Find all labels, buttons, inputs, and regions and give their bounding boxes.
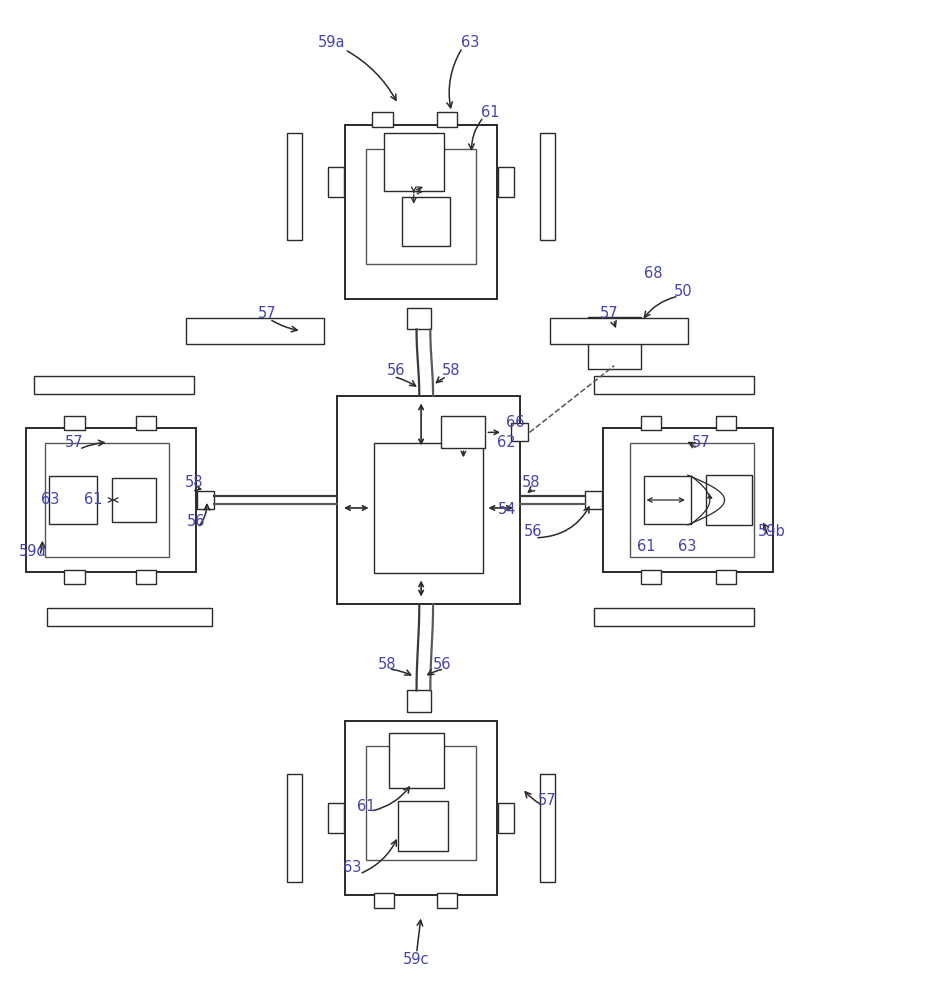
Text: 61: 61 [481, 105, 500, 120]
Text: 54: 54 [498, 502, 516, 517]
Bar [65, 416, 84, 430]
Text: 66: 66 [506, 415, 524, 430]
Text: 59c: 59c [403, 952, 430, 967]
Bar [407, 690, 431, 712]
Bar [384, 133, 444, 191]
Bar [644, 476, 692, 524]
Bar [512, 423, 528, 441]
Bar [327, 803, 344, 833]
Text: 58: 58 [377, 657, 396, 672]
Bar [540, 133, 555, 240]
Bar [33, 376, 194, 394]
Bar [706, 475, 752, 525]
Bar [641, 570, 661, 584]
Bar [197, 491, 214, 509]
Bar [716, 570, 736, 584]
Bar [641, 416, 661, 430]
Bar [594, 608, 755, 626]
Bar [186, 318, 324, 344]
Bar [375, 443, 483, 573]
Text: 61: 61 [357, 799, 376, 814]
Text: 58: 58 [523, 475, 541, 490]
Bar [441, 416, 486, 448]
Text: 68: 68 [645, 266, 663, 281]
Text: 61: 61 [637, 539, 656, 554]
Bar [594, 376, 755, 394]
Text: 59d: 59d [18, 544, 46, 559]
Text: 56: 56 [524, 524, 543, 539]
Text: 58: 58 [442, 363, 461, 378]
Bar [366, 149, 476, 264]
Text: 57: 57 [258, 306, 277, 321]
Bar [47, 608, 213, 626]
Bar [337, 396, 521, 604]
Bar [345, 125, 497, 299]
Text: 57: 57 [692, 435, 711, 450]
Bar [388, 733, 444, 788]
Text: 63: 63 [678, 539, 696, 554]
Bar [65, 570, 84, 584]
Bar [586, 491, 602, 509]
Bar [587, 317, 641, 369]
Text: 57: 57 [537, 793, 557, 808]
Bar [373, 112, 392, 127]
Bar [549, 318, 688, 344]
Text: 56: 56 [387, 363, 405, 378]
Bar [327, 167, 344, 197]
Bar [398, 801, 449, 851]
Bar [345, 721, 497, 895]
Bar [112, 478, 156, 522]
Bar [540, 774, 555, 882]
Text: 57: 57 [65, 435, 84, 450]
Bar [49, 476, 96, 524]
Bar [44, 443, 168, 557]
Text: 58: 58 [185, 475, 204, 490]
Bar [630, 443, 755, 557]
Text: 59a: 59a [318, 35, 346, 50]
Bar [437, 893, 457, 908]
Bar [136, 416, 156, 430]
Bar [136, 570, 156, 584]
Bar [437, 112, 457, 127]
Text: 59b: 59b [758, 524, 785, 539]
Text: 63: 63 [461, 35, 479, 50]
Text: 57: 57 [600, 306, 619, 321]
Text: 50: 50 [673, 284, 693, 299]
Bar [401, 197, 450, 246]
Bar [498, 167, 514, 197]
Text: 61: 61 [83, 492, 102, 507]
Text: 63: 63 [343, 860, 362, 875]
Bar [26, 428, 196, 572]
Bar [375, 893, 394, 908]
Bar [288, 774, 302, 882]
Bar [716, 416, 736, 430]
Text: 56: 56 [187, 514, 205, 529]
Bar [288, 133, 302, 240]
Bar [407, 308, 431, 329]
Text: 63: 63 [42, 492, 60, 507]
Bar [366, 746, 476, 860]
Text: 56: 56 [433, 657, 451, 672]
Text: 62: 62 [498, 435, 516, 450]
Bar [498, 803, 514, 833]
Bar [603, 428, 772, 572]
